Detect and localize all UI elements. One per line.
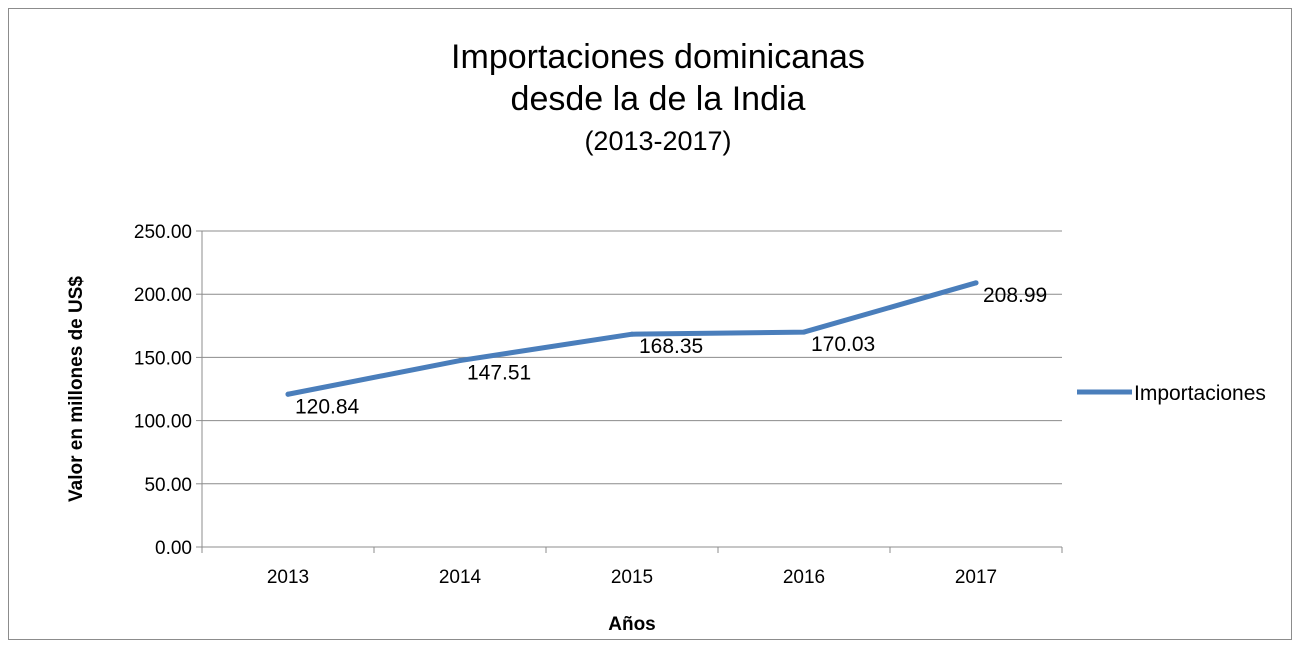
axes <box>196 230 1063 553</box>
x-tick-labels: 2013 2014 2015 2016 2017 <box>267 567 997 588</box>
data-label-2014: 147.51 <box>467 362 531 385</box>
data-point-2014 <box>457 358 463 364</box>
data-point-2016 <box>801 329 807 335</box>
data-point-2015 <box>629 331 635 337</box>
data-label-2013: 120.84 <box>295 395 360 418</box>
gridlines <box>202 230 1062 485</box>
y-tick-label-5: 250.00 <box>134 222 192 243</box>
data-labels: 120.84 147.51 168.35 170.03 208.99 <box>295 284 1047 418</box>
x-tick-label-2013: 2013 <box>267 567 309 588</box>
data-point-2013 <box>285 391 291 397</box>
y-axis-title: Valor en millones de US$ <box>66 276 87 502</box>
x-tick-label-2014: 2014 <box>439 567 482 588</box>
x-tick-label-2017: 2017 <box>955 567 997 588</box>
chart-frame <box>8 8 1292 640</box>
y-tick-label-0: 0.00 <box>155 538 192 559</box>
legend-label-importaciones: Importaciones <box>1134 382 1266 405</box>
x-axis-title: Años <box>608 614 656 635</box>
x-tick-label-2015: 2015 <box>611 567 653 588</box>
y-tick-label-2: 100.00 <box>134 412 192 433</box>
x-tick-label-2016: 2016 <box>783 567 825 588</box>
data-label-2016: 170.03 <box>811 333 875 356</box>
data-label-2015: 168.35 <box>639 335 703 358</box>
y-tick-label-3: 150.00 <box>134 348 192 369</box>
y-tick-label-4: 200.00 <box>134 285 192 306</box>
chart-title-line-2: desde la de la India <box>511 80 806 118</box>
chart-subtitle: (2013-2017) <box>584 126 731 156</box>
data-point-2017 <box>973 280 979 286</box>
legend: Importaciones <box>1077 382 1266 405</box>
series-lines <box>285 280 979 397</box>
y-tick-label-1: 50.00 <box>144 475 192 496</box>
data-label-2017: 208.99 <box>983 284 1047 307</box>
chart-title-line-1: Importaciones dominicanas <box>451 38 865 76</box>
y-tick-labels: 0.00 50.00 100.00 150.00 200.00 250.00 <box>134 222 192 559</box>
